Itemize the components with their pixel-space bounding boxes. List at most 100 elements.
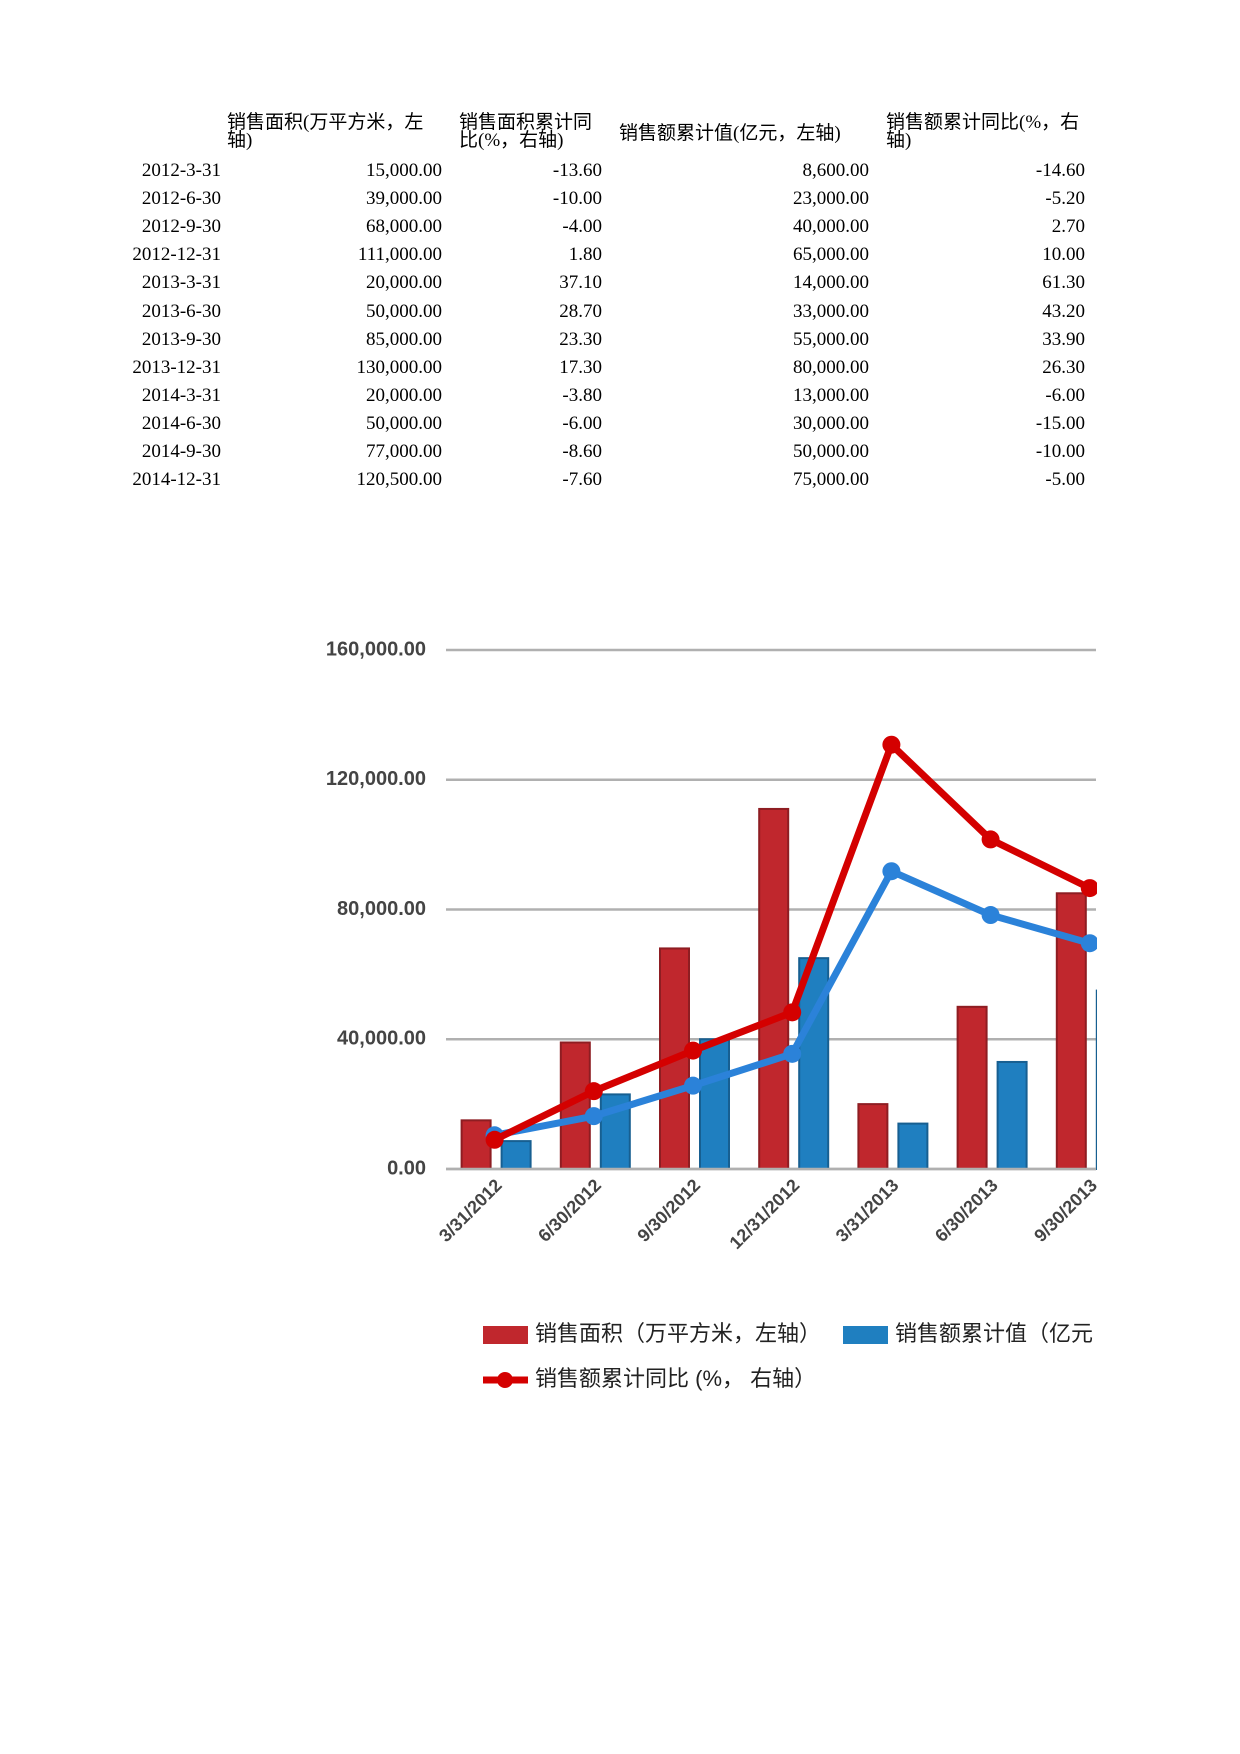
line-point	[882, 862, 901, 881]
table-cell: 80,000.00	[793, 356, 869, 378]
table-cell: 50,000.00	[366, 300, 442, 322]
legend-label: 销售额累计同比 (%， 右轴）	[535, 1366, 816, 1391]
table-cell: -10.00	[552, 188, 602, 210]
legend-swatch	[483, 1326, 528, 1344]
column-header: 销售额累计值(亿元，左轴)	[619, 123, 841, 144]
legend-label: 销售额累计值（亿元	[895, 1321, 1093, 1346]
column-header: 销售额累计同比(%，右轴)	[886, 112, 1080, 151]
table-cell: 14,000.00	[793, 272, 869, 294]
line-point	[584, 1082, 603, 1101]
table-cell: -8.60	[562, 441, 602, 462]
table-cell: -5.00	[1045, 469, 1085, 491]
row-date: 2014-3-31	[141, 384, 221, 406]
table-cell: -15.00	[1035, 412, 1085, 434]
row-date: 2012-12-31	[132, 244, 221, 266]
x-tick-label: 6/30/2013	[931, 1175, 1002, 1246]
y-tick-label: 0.00	[387, 1157, 426, 1179]
x-tick-label: 6/30/2012	[534, 1175, 605, 1246]
bar	[857, 1103, 889, 1170]
table-cell: 10.00	[1042, 244, 1085, 266]
row-date: 2012-6-30	[141, 188, 221, 210]
bar	[897, 1122, 929, 1171]
line-point	[584, 1107, 603, 1126]
table-cell: 68,000.00	[366, 216, 442, 238]
table-cell: 39,000.00	[366, 188, 442, 210]
table-cell: 120,500.00	[356, 469, 443, 491]
table-cell: 26.30	[1042, 356, 1085, 378]
table-cell: -10.00	[1035, 441, 1085, 462]
table-cell: 50,000.00	[793, 441, 869, 462]
legend-swatch	[497, 1372, 513, 1388]
table-cell: -6.00	[562, 412, 602, 434]
table-cell: 50,000.00	[366, 412, 442, 434]
bar	[699, 1038, 730, 1170]
row-date: 2014-12-31	[132, 469, 221, 491]
table-cell: 1.80	[568, 244, 602, 266]
table-cell: -3.80	[562, 384, 602, 406]
table-cell: 65,000.00	[793, 244, 869, 266]
line-point	[1080, 934, 1097, 953]
table-cell: -4.00	[562, 216, 602, 238]
line-point	[981, 830, 1000, 849]
row-date: 2012-9-30	[141, 216, 221, 238]
table-cell: 37.10	[559, 272, 602, 294]
row-date: 2014-6-30	[141, 412, 221, 434]
table-cell: -7.60	[562, 469, 602, 491]
table-cell: 15,000.00	[366, 160, 442, 181]
y-tick-label: 160,000.00	[326, 638, 426, 660]
table-cell: 33,000.00	[793, 300, 869, 322]
table-cell: 28.70	[559, 300, 602, 322]
table-cell: 2.70	[1051, 216, 1085, 238]
table-cell: 13,000.00	[793, 384, 869, 406]
column-header: 销售面积(万平方米，左轴)	[227, 112, 424, 151]
line-point	[684, 1041, 702, 1060]
row-date: 2013-12-31	[132, 356, 221, 378]
table-cell: 77,000.00	[366, 441, 442, 462]
row-date: 2013-6-30	[141, 300, 221, 322]
bar	[460, 1119, 492, 1170]
row-date: 2013-9-30	[141, 328, 221, 350]
line-point	[485, 1130, 504, 1149]
x-tick-label: 12/31/2012	[726, 1175, 804, 1253]
table-cell: 43.20	[1042, 300, 1085, 322]
x-tick-label: 9/30/2013	[1030, 1175, 1101, 1246]
x-tick-label: 3/31/2013	[832, 1175, 903, 1246]
x-tick-label: 9/30/2012	[633, 1175, 704, 1246]
table-cell: 61.30	[1042, 272, 1085, 294]
table-cell: 20,000.00	[366, 384, 442, 406]
table-cell: 8,600.00	[802, 160, 870, 181]
line-point	[684, 1076, 702, 1095]
table-cell: 23.30	[559, 328, 602, 350]
table-cell: 130,000.00	[356, 356, 443, 378]
bar	[1095, 989, 1097, 1170]
table-cell: 17.30	[559, 356, 602, 378]
y-tick-label: 40,000.00	[337, 1028, 426, 1050]
line-point	[783, 1044, 802, 1063]
x-tick-label: 3/31/2012	[435, 1175, 506, 1246]
table-cell: 40,000.00	[793, 216, 869, 238]
row-date: 2013-3-31	[141, 272, 221, 294]
table-cell: 85,000.00	[366, 328, 442, 350]
table-cell: 55,000.00	[793, 328, 869, 350]
bar	[758, 807, 790, 1170]
bar	[500, 1140, 532, 1171]
row-date: 2012-3-31	[141, 160, 221, 181]
column-header: 销售面积累计同比(%，右轴)	[459, 112, 593, 151]
y-tick-label: 120,000.00	[326, 768, 426, 790]
bar	[996, 1060, 1028, 1171]
table-cell: -6.00	[1045, 384, 1085, 406]
line-point	[783, 1003, 802, 1022]
table-cell: 23,000.00	[793, 188, 869, 210]
table-cell: -14.60	[1035, 160, 1085, 181]
line-point	[981, 906, 1000, 925]
legend-label: 销售面积（万平方米，左轴）	[535, 1321, 821, 1346]
line-point	[882, 735, 901, 754]
table-cell: 111,000.00	[357, 244, 442, 266]
table-cell: 33.90	[1042, 328, 1085, 350]
line-point	[1080, 879, 1097, 898]
legend-swatch	[843, 1326, 888, 1344]
bar	[956, 1005, 988, 1170]
table-cell: 20,000.00	[366, 272, 442, 294]
